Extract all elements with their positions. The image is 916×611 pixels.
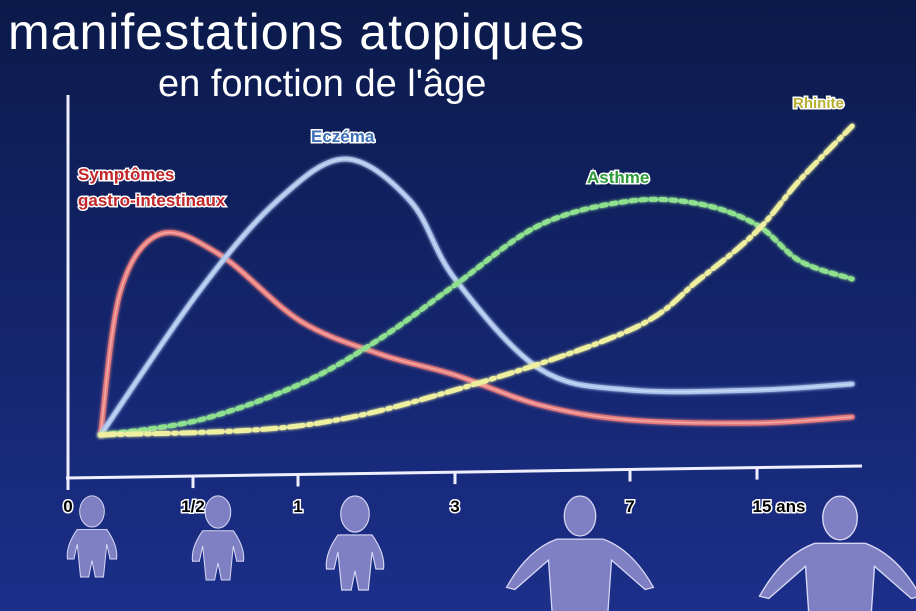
series-label-gi-2: gastro-intestinaux	[78, 191, 226, 210]
series-line-2	[98, 156, 855, 438]
series-line-1	[98, 230, 855, 438]
child-figure-3	[325, 495, 385, 591]
series-label-rhinite: Rhinite	[793, 95, 844, 112]
x-tick-label: 1	[293, 497, 302, 516]
series-highlight	[99, 158, 853, 436]
page-title: manifestations atopiques	[8, 4, 586, 60]
series-label-eczema: Eczéma	[311, 127, 375, 146]
series-path	[98, 196, 855, 438]
x-tick-label: 7	[625, 497, 634, 516]
x-tick-label: 1/2	[181, 497, 205, 516]
x-tick-label: 0	[63, 497, 72, 516]
x-tick-label: 3	[450, 497, 459, 516]
x-tick-label: 15 ans	[753, 497, 806, 516]
series-label-gi-1: Symptômes	[78, 165, 174, 184]
series-path	[98, 230, 855, 438]
child-figure-1	[66, 495, 118, 578]
series-path	[98, 123, 855, 438]
series-line-4	[98, 123, 855, 438]
series-highlight	[99, 231, 853, 436]
child-figure-5	[758, 495, 916, 611]
child-figure-2	[191, 495, 245, 581]
series-line-3	[98, 196, 855, 438]
child-figure-4	[505, 495, 655, 611]
series-label-asthme: Asthme	[587, 168, 649, 187]
x-axis	[65, 464, 863, 480]
page-subtitle: en fonction de l'âge	[158, 63, 487, 105]
